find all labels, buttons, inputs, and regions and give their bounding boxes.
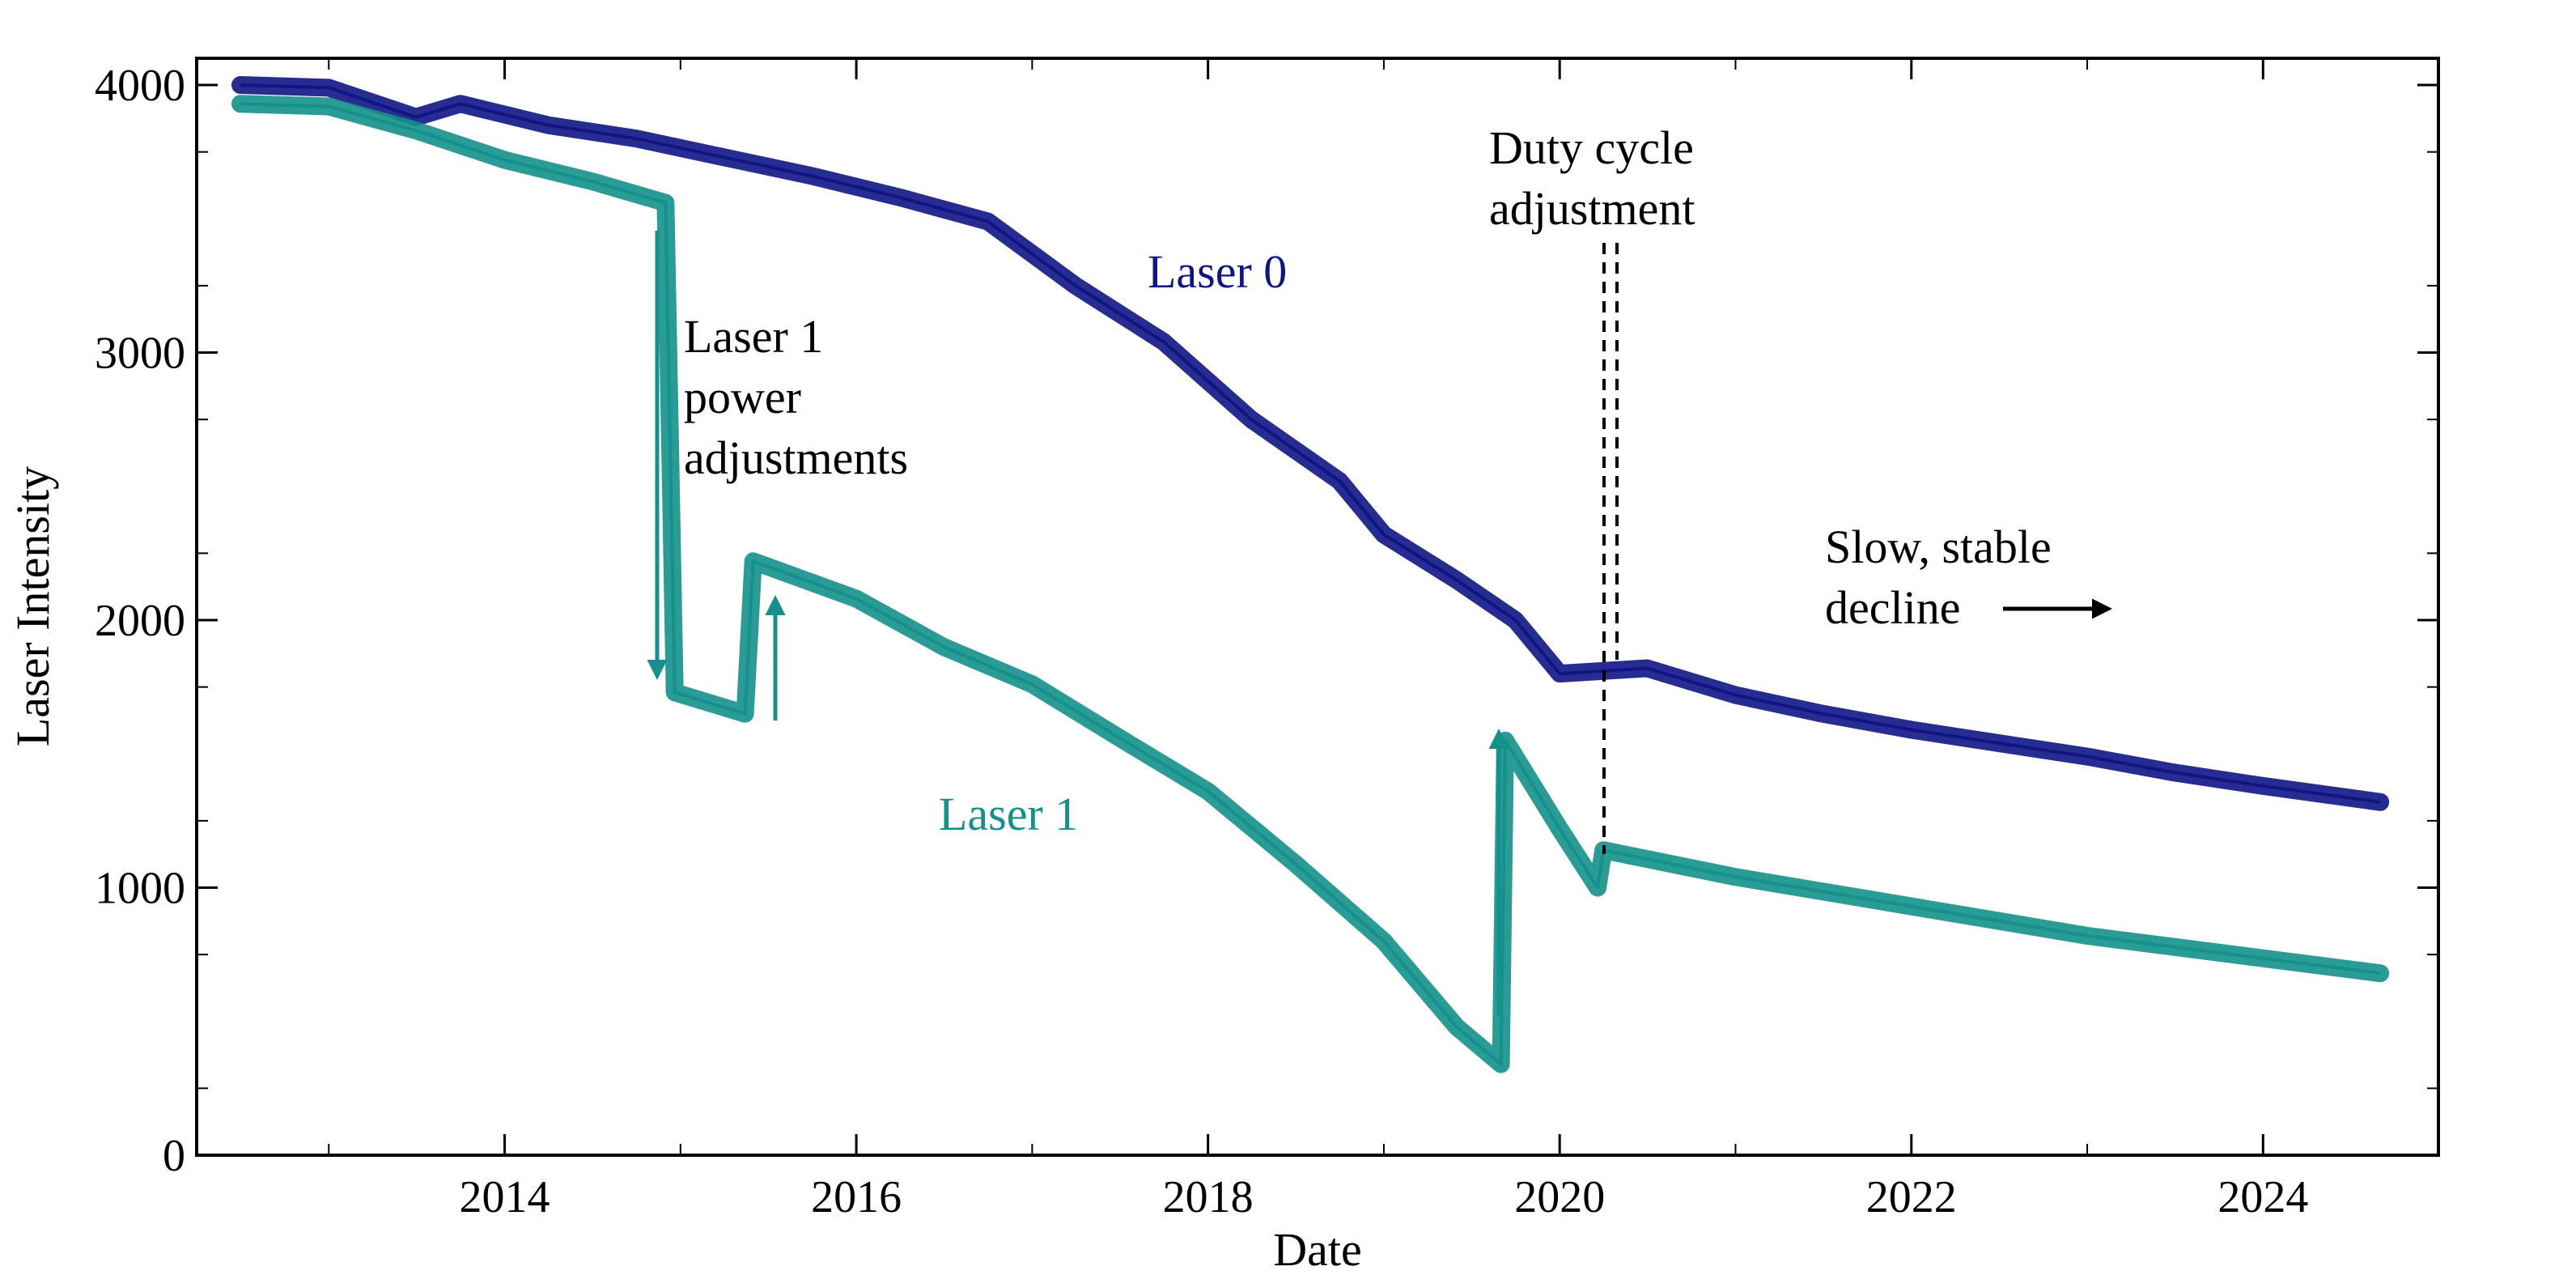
axis-ticks: 0 1000 2000 3000 4000 2014 2016 2018 2020 2022 202… [95,58,2438,1222]
x-tick-label: 2016 [811,1172,902,1222]
x-axis-title: Date [1273,1223,1362,1275]
series-layer [231,76,2390,1073]
series-line-1 [231,95,2390,1073]
y-tick-label: 0 [163,1131,185,1181]
series-line-0 [231,76,2390,811]
x-tick-label: 2022 [1866,1172,1957,1222]
series-core-1 [240,102,2381,1066]
laser1-label: Laser 1 [939,788,1078,840]
y-tick-label: 2000 [95,596,185,646]
y-tick-label: 4000 [95,61,185,111]
annotation-layer: Laser 1 power adjustments Duty cycle adj… [647,121,2112,1016]
x-tick-label: 2018 [1163,1172,1254,1222]
laser1-power-annotation: Laser 1 power adjustments [684,310,908,484]
y-axis-title: Laser Intensity [6,466,59,746]
series-core-0 [240,83,2381,804]
plot-frame [195,57,2440,1157]
x-tick-label: 2014 [460,1172,550,1222]
slow-decline-annotation: Slow, stable decline [1825,521,2063,634]
laser0-label: Laser 0 [1148,245,1287,298]
x-tick-label: 2024 [2217,1172,2308,1222]
y-tick-label: 3000 [95,329,185,379]
x-tick-label: 2020 [1514,1172,1605,1222]
duty-cycle-annotation: Duty cycle adjustment [1489,121,1705,235]
y-tick-label: 1000 [95,864,185,914]
